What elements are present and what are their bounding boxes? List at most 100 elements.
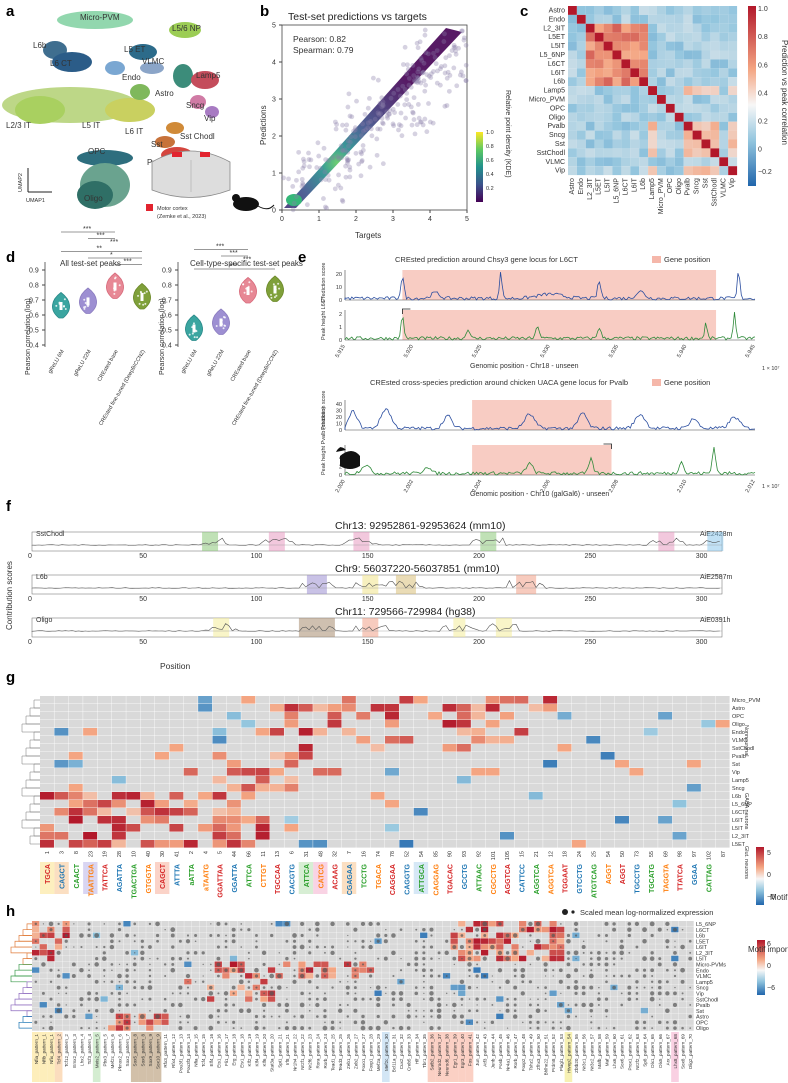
motif-h-cell	[397, 938, 405, 944]
motif-g-cell	[500, 808, 514, 816]
motif-h-cell	[686, 973, 694, 979]
contribution-x-tick: 100	[251, 553, 263, 560]
scatter-point	[463, 78, 469, 83]
expression-dot	[270, 986, 273, 989]
motif-h-cell	[130, 973, 139, 979]
expression-dot	[460, 997, 464, 1001]
motif-h-col-label: Fosb_pattern_45	[498, 1034, 503, 1069]
motif-g-cell	[557, 816, 572, 824]
violin-point	[192, 322, 195, 325]
expression-dot	[574, 968, 579, 973]
motif-g-cell	[140, 712, 155, 720]
motif-g-col-id: 1	[45, 851, 51, 854]
motif-g-cell	[600, 736, 615, 744]
motif-h-cell	[237, 984, 245, 991]
motif-h-cell	[267, 1007, 276, 1014]
heatmap-cell	[568, 95, 577, 104]
motif-g-cell	[68, 712, 83, 720]
motif-g-cell	[672, 720, 687, 728]
expression-dot	[536, 1020, 540, 1024]
expression-dot	[346, 963, 349, 966]
expression-dot	[57, 969, 60, 972]
motif-h-cell	[633, 932, 641, 939]
motif-g-cell	[658, 808, 673, 816]
motif-h-cell	[655, 1025, 664, 1031]
motif-g-cell	[586, 840, 601, 848]
motif-h-cell	[572, 944, 580, 950]
motif-h-cell	[450, 938, 458, 944]
motif-g-cell	[54, 720, 69, 728]
motif-h-cell	[655, 949, 664, 956]
heatmap-cell	[692, 77, 702, 87]
track-x-tick-label: 5.920	[403, 344, 415, 359]
motif-h-cell	[207, 1007, 215, 1014]
motif-g-cell	[169, 704, 184, 712]
motif-h-cell	[47, 1007, 55, 1014]
motif-h-cell	[77, 1013, 85, 1020]
motif-h-cell	[480, 938, 489, 944]
motif-g-cell	[715, 736, 730, 744]
motif-h-cell	[298, 926, 306, 933]
motif-h-cell	[207, 1002, 215, 1008]
expression-dot	[315, 974, 320, 978]
motif-h-cell	[663, 1013, 671, 1020]
y-tick-label: 3	[272, 97, 276, 104]
motif-g-cell	[198, 808, 213, 816]
motif-h-cell	[625, 1013, 633, 1020]
expression-dot	[88, 969, 90, 972]
expression-dot	[34, 1020, 38, 1024]
heatmap-cell	[639, 112, 649, 122]
expression-dot	[225, 934, 227, 937]
heatmap-cell	[674, 41, 684, 51]
motif-h-cell	[222, 955, 230, 962]
motif-h-cell	[549, 978, 557, 985]
motif-h-cell	[62, 996, 70, 1002]
scatter-point	[404, 71, 410, 77]
motif-g-cell	[40, 696, 54, 704]
track-top-ylabel2: Peak height L6CT	[321, 295, 327, 340]
motif-g-cell	[571, 784, 586, 792]
motif-g-cell	[672, 744, 687, 752]
expression-dot	[323, 945, 327, 949]
motif-h-cell	[404, 955, 413, 962]
contribution-x-tick: 0	[28, 553, 32, 560]
heatmap-cell	[585, 112, 595, 122]
motif-h-cell	[283, 1013, 291, 1020]
motif-h-cell	[32, 1013, 40, 1020]
motif-g-cell	[442, 840, 457, 848]
expression-dot	[414, 951, 418, 955]
motif-h-cell	[442, 1019, 451, 1025]
heatmap-cell	[639, 14, 649, 24]
motif-g-cell	[471, 768, 486, 776]
motif-h-cell	[382, 1025, 390, 1031]
motif-g-cell	[528, 720, 543, 728]
expression-dot	[537, 998, 539, 1000]
motif-h-cell	[336, 984, 344, 991]
motif-h-cell	[678, 955, 687, 962]
motif-h-cell	[633, 955, 641, 962]
motif-g-cell	[500, 704, 514, 712]
motif-h-cell	[610, 996, 618, 1002]
motif-g-cell	[270, 760, 284, 768]
motif-h-col-highlight	[39, 1032, 48, 1082]
heatmap-cell	[576, 148, 586, 158]
expression-dot	[278, 1015, 281, 1018]
heatmap-cell	[594, 166, 604, 176]
motif-g-cell	[212, 760, 227, 768]
scatter-point	[304, 202, 310, 208]
expression-dot	[468, 974, 471, 978]
motif-g-row-label: Pvalb	[732, 754, 746, 760]
scatter-point	[380, 99, 386, 105]
scatter-point	[299, 184, 305, 189]
motif-g-cell	[126, 824, 141, 832]
expression-dot	[41, 962, 46, 967]
motif-g-cell	[212, 824, 227, 832]
motif-h-cell	[359, 949, 367, 956]
expression-dot	[559, 1027, 562, 1030]
expression-dot	[453, 1009, 456, 1012]
expression-dot	[240, 1027, 243, 1029]
motif-h-cell	[427, 961, 435, 968]
motif-h-cell	[207, 938, 215, 944]
motif-g-cell	[111, 824, 126, 832]
motif-g-cell	[485, 776, 500, 784]
